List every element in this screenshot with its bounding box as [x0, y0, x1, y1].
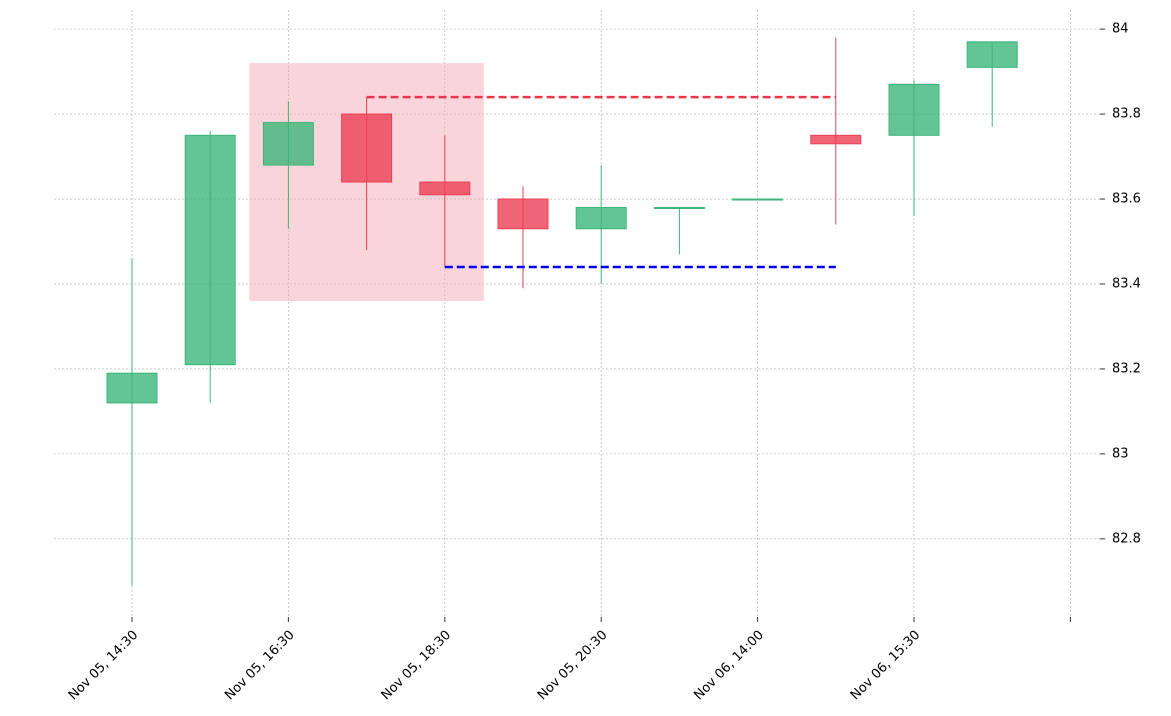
candle-body — [262, 122, 314, 166]
y-tick-label: 83.4 — [1112, 276, 1141, 291]
y-tick-label: 84 — [1112, 22, 1129, 37]
candle-body — [575, 207, 627, 230]
x-tick-label: Nov 05, 14:30 — [66, 628, 142, 704]
x-tick-label: Nov 05, 20:30 — [535, 628, 611, 704]
y-tick-label: 83.8 — [1112, 107, 1141, 122]
x-tick-label: Nov 05, 16:30 — [222, 628, 298, 704]
candle-body — [810, 134, 862, 145]
candle-body — [653, 207, 705, 210]
x-tick-label: Nov 06, 15:30 — [848, 628, 924, 704]
candle-body — [732, 198, 784, 201]
candle-body — [419, 181, 471, 196]
y-tick-label: 82.8 — [1112, 531, 1141, 546]
candle-body — [184, 134, 236, 366]
y-tick-label: 83.2 — [1112, 361, 1141, 376]
y-tick-label: 83 — [1112, 446, 1129, 461]
candle-body — [341, 113, 393, 183]
x-tick-label: Nov 06, 14:00 — [691, 628, 767, 704]
candle-body — [106, 372, 158, 404]
x-tick-label: Nov 05, 18:30 — [379, 628, 455, 704]
candle-body — [497, 198, 549, 230]
candle-body — [888, 83, 940, 136]
y-tick-label: 83.6 — [1112, 192, 1141, 207]
candle-body — [966, 41, 1018, 68]
